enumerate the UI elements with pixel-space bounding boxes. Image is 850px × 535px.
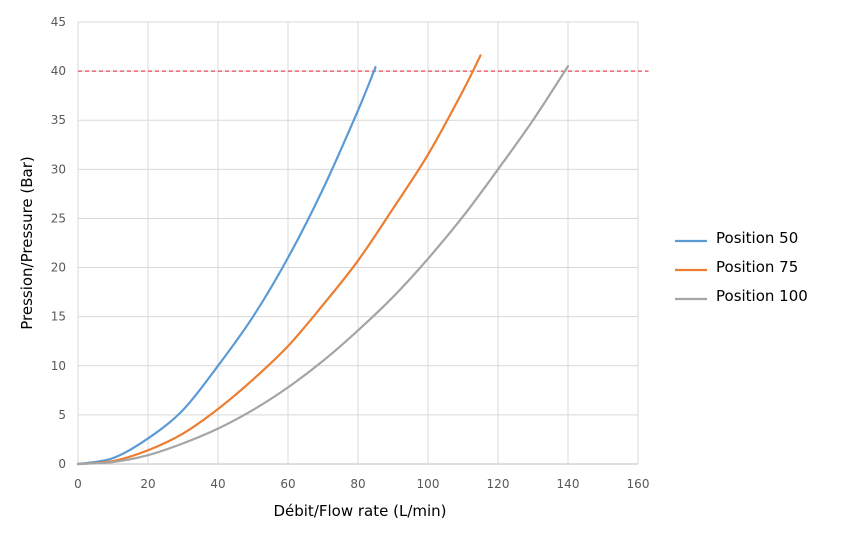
x-tick-label: 160 bbox=[627, 477, 650, 491]
x-tick-label: 80 bbox=[350, 477, 365, 491]
x-tick-label: 140 bbox=[557, 477, 580, 491]
series-line-position-50 bbox=[76, 66, 377, 466]
y-tick-label: 0 bbox=[58, 457, 66, 471]
y-tick-label: 15 bbox=[51, 310, 66, 324]
y-tick-label: 5 bbox=[58, 408, 66, 422]
x-tick-labels: 0 20 40 60 80 100 120 140 160 bbox=[74, 477, 649, 491]
grid bbox=[77, 21, 639, 465]
y-tick-label: 35 bbox=[51, 113, 66, 127]
x-tick-label: 60 bbox=[280, 477, 295, 491]
legend-label-position-75: Position 75 bbox=[716, 258, 798, 276]
y-tick-label: 40 bbox=[51, 64, 66, 78]
y-tick-label: 25 bbox=[51, 211, 66, 225]
y-tick-label: 30 bbox=[51, 162, 66, 176]
series-line-position-75 bbox=[76, 54, 482, 466]
x-tick-label: 40 bbox=[210, 477, 225, 491]
x-tick-label: 120 bbox=[487, 477, 510, 491]
series-group bbox=[76, 54, 570, 466]
y-tick-labels: 0 5 10 15 20 25 30 35 40 45 bbox=[51, 15, 66, 471]
legend: Position 50 Position 75 Position 100 bbox=[675, 229, 808, 305]
y-tick-label: 10 bbox=[51, 359, 66, 373]
y-tick-label: 45 bbox=[51, 15, 66, 29]
legend-label-position-50: Position 50 bbox=[716, 229, 798, 247]
x-axis-title: Débit/Flow rate (L/min) bbox=[273, 502, 446, 520]
x-tick-label: 20 bbox=[140, 477, 155, 491]
legend-label-position-100: Position 100 bbox=[716, 287, 808, 305]
y-tick-label: 20 bbox=[51, 261, 66, 275]
x-tick-label: 100 bbox=[417, 477, 440, 491]
series-line-position-100 bbox=[76, 65, 570, 466]
x-tick-label: 0 bbox=[74, 477, 82, 491]
y-axis-title: Pression/Pressure (Bar) bbox=[18, 156, 36, 330]
